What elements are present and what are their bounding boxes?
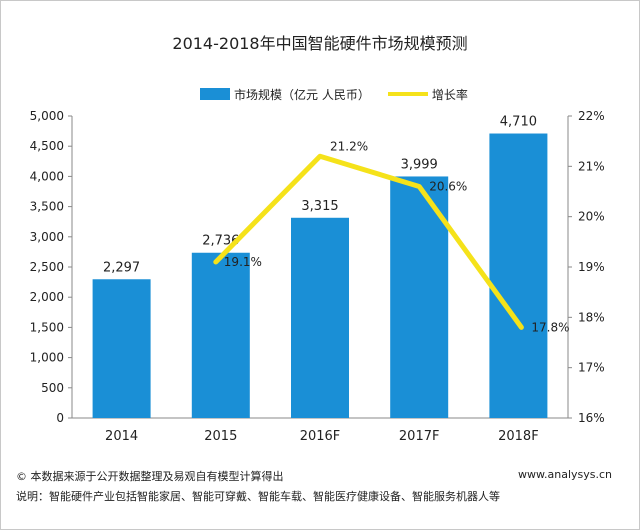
bar-value-label: 2,297 [103,260,140,275]
y-right-tick-label: 20% [578,210,605,224]
x-tick-label: 2015 [204,429,237,444]
y-right-tick-label: 22% [578,109,605,123]
chart-title: 2014-2018年中国智能硬件市场规模预测 [172,34,468,53]
y-right-tick-label: 16% [578,411,605,425]
growth-value-label: 19.1% [224,255,262,269]
chart-plot: 0 500 1,000 1,500 2,000 2,500 3,000 3,500 4,000 4… [30,109,605,444]
bar [191,252,250,418]
legend-bar-swatch [200,88,230,100]
bar [489,133,548,419]
legend-line-swatch [387,92,428,96]
y-left-tick-label: 5,000 [30,109,64,123]
x-tick-label: 2016F [300,429,341,444]
growth-value-label: 20.6% [429,179,467,193]
y-left-tick-label: 2,000 [30,290,64,304]
x-tick-label: 2017F [399,429,440,444]
growth-line [213,153,524,330]
source-note: © 本数据来源于公开数据整理及易观自有模型计算得出 [16,470,284,483]
y-right-tick-label: 18% [578,310,605,324]
y-right-tick-label: 17% [578,361,605,375]
site-url: www.analysys.cn [518,468,612,481]
bar [291,217,349,418]
y-left-tick-label: 500 [41,381,64,395]
x-tick-label: 2014 [105,429,138,444]
y-left-tick-label: 1,500 [30,320,64,334]
bar [92,279,151,418]
y-left-tick-label: 2,500 [30,260,64,274]
y-left-tick-label: 4,500 [30,139,64,153]
y-left-tick-label: 3,000 [30,230,64,244]
y-right-tick-label: 19% [578,260,605,274]
y-left-tick-label: 3,500 [30,200,64,214]
x-tick-label: 2018F [498,429,539,444]
legend-line-label: 增长率 [431,87,468,102]
y-left-tick-label: 4,000 [30,169,64,183]
growth-value-label: 17.8% [531,320,569,334]
bar-value-label: 3,999 [401,157,438,172]
y-right-tick-label: 21% [578,159,605,173]
explanation-note: 说明：智能硬件产业包括智能家居、智能可穿戴、智能车载、智能医疗健康设备、智能服务… [16,490,500,503]
legend-bar-label: 市场规模（亿元 人民币） [234,87,370,102]
bar-value-label: 3,315 [301,199,338,214]
legend: 市场规模（亿元 人民币） 增长率 [200,86,468,102]
growth-value-label: 21.2% [330,139,368,153]
y-left-tick-label: 1,000 [30,351,64,365]
y-left-tick-label: 0 [56,411,64,425]
bar-value-label: 4,710 [500,115,537,130]
